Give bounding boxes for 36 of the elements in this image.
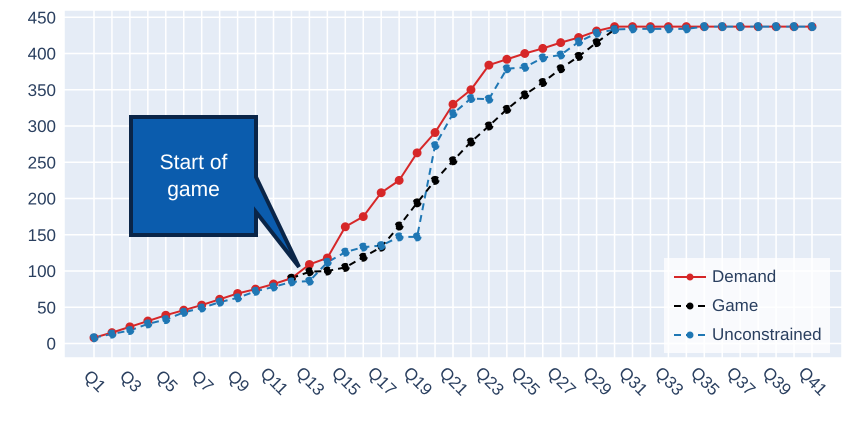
y-tick-label: 150 bbox=[28, 226, 56, 245]
y-tick-label: 0 bbox=[46, 334, 56, 354]
legend-label: Unconstrained bbox=[712, 324, 822, 344]
x-tick-label: Q13 bbox=[292, 363, 328, 400]
x-tick-label: Q1 bbox=[80, 366, 110, 396]
x-tick-label: Q23 bbox=[472, 363, 508, 400]
y-tick-label: 400 bbox=[28, 44, 56, 64]
y-tick-label: 50 bbox=[37, 298, 56, 318]
x-tick-label: Q39 bbox=[758, 363, 795, 400]
y-tick-label: 100 bbox=[28, 262, 56, 282]
x-tick-label: Q21 bbox=[436, 363, 472, 400]
x-tick-label: Q9 bbox=[224, 366, 254, 396]
x-tick-label: Q27 bbox=[543, 363, 580, 400]
x-tick-label: Q17 bbox=[364, 363, 400, 400]
y-tick-label: 300 bbox=[28, 117, 56, 136]
x-tick-label: Q35 bbox=[686, 363, 724, 400]
annotation: Start of game bbox=[160, 150, 228, 201]
x-tick-label: Q41 bbox=[794, 363, 831, 400]
x-tick-label: Q29 bbox=[579, 363, 616, 400]
x-tick-label: Q3 bbox=[116, 366, 146, 396]
x-tick-label: Q7 bbox=[188, 366, 218, 396]
x-tick-label: Q37 bbox=[722, 363, 759, 400]
y-tick-label: 450 bbox=[28, 8, 56, 28]
x-tick-label: Q33 bbox=[651, 363, 688, 400]
y-tick-label: 200 bbox=[28, 190, 56, 209]
x-tick-label: Q11 bbox=[256, 364, 292, 399]
y-tick-label: 350 bbox=[28, 80, 56, 100]
x-tick-label: Q5 bbox=[152, 366, 182, 396]
x-tick-label: Q15 bbox=[328, 363, 364, 400]
legend-label: Game bbox=[712, 296, 758, 316]
legend-label: Demand bbox=[712, 266, 776, 286]
x-tick-label: Q31 bbox=[615, 363, 652, 400]
x-tick-label: Q19 bbox=[400, 363, 436, 400]
y-tick-label: 250 bbox=[28, 153, 56, 172]
x-tick-label: Q25 bbox=[507, 363, 544, 400]
callout-box: Start of game bbox=[129, 115, 301, 269]
